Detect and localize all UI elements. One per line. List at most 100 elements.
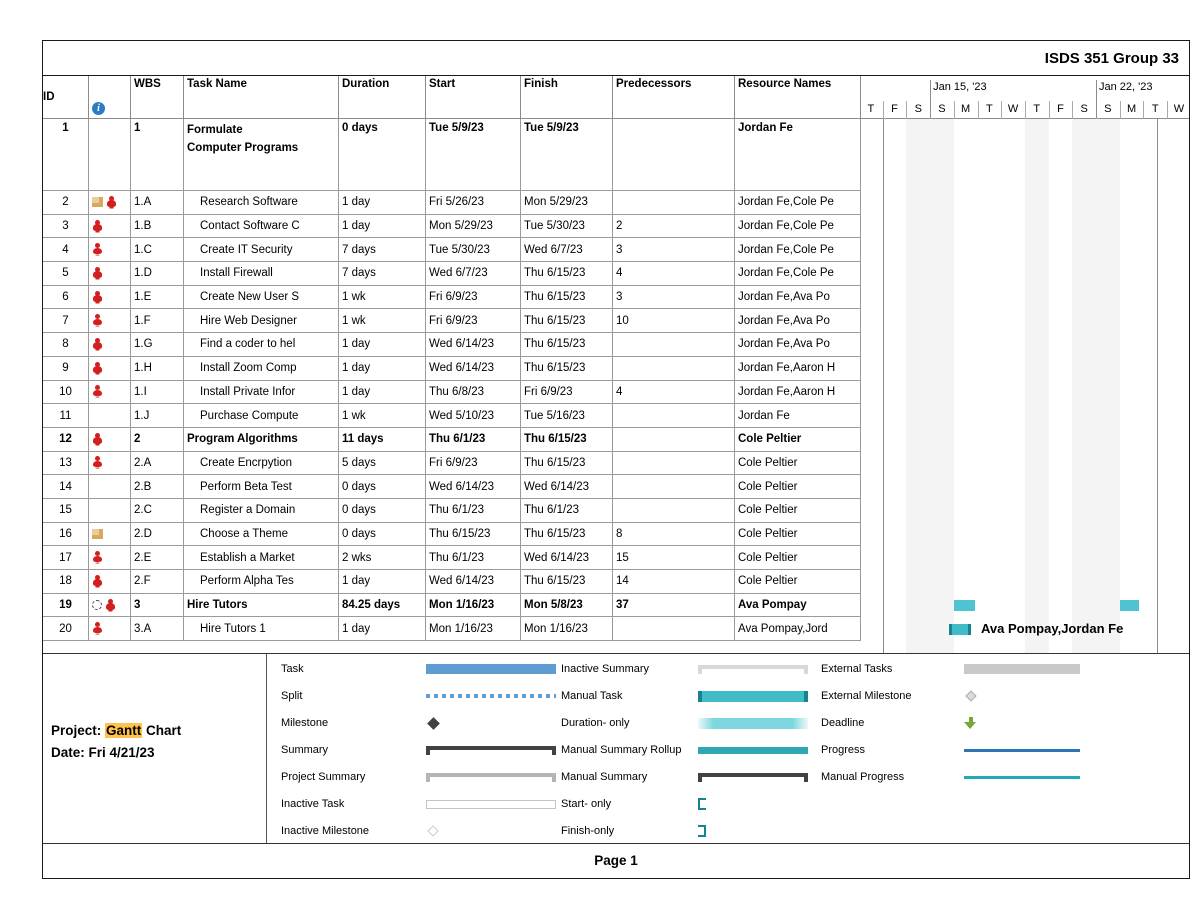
cell-wbs: 1.D: [131, 262, 184, 286]
legend-label: Finish-only: [561, 825, 615, 837]
cell-start: Fri 5/26/23: [426, 191, 521, 215]
cell-finish: Mon 5/29/23: [521, 191, 613, 215]
cell-wbs: 3.A: [131, 617, 184, 642]
legend-sample: [698, 716, 808, 730]
gantt-bar-task-19: [1120, 600, 1139, 611]
task-row: 10 1.I Install Private Infor 1 day Thu 6/8/2…: [43, 380, 861, 405]
cell-pred: 14: [613, 570, 735, 594]
task-row: 4 1.C Create IT Security 7 days Tue 5/30/23 W…: [43, 238, 861, 263]
finish-only-bracket-swatch: [698, 825, 706, 837]
cell-start: Thu 6/8/23: [426, 380, 521, 405]
report-title-band: ISDS 351 Group 33: [43, 41, 1189, 76]
overallocated-person-icon: [92, 266, 102, 280]
cell-finish: Thu 6/15/23: [521, 427, 613, 452]
summary-bar-swatch: [426, 745, 556, 755]
cell-name: Formulate Computer Programs: [184, 119, 339, 191]
cell-wbs: 1.B: [131, 214, 184, 239]
cell-ind: [89, 498, 131, 523]
cell-id: 6: [43, 285, 89, 310]
legend-sample: [964, 689, 1080, 703]
gantt-view: ID i WBS Task Name Duration Start Finish Predec…: [43, 76, 1189, 653]
cell-id: 1: [43, 119, 89, 191]
cell-res: Jordan Fe,Cole Pe: [735, 238, 861, 263]
cell-wbs: 3: [131, 593, 184, 618]
page-number-band: Page 1: [43, 843, 1189, 877]
day-letter: M: [961, 103, 971, 115]
cell-pred: [613, 404, 735, 428]
cell-pred: [613, 427, 735, 452]
day-tick: [1143, 101, 1145, 119]
cell-res: Jordan Fe,Aaron H: [735, 380, 861, 405]
cell-finish: Thu 6/15/23: [521, 309, 613, 334]
legend-sample: [426, 689, 556, 703]
inactive-milestone-diamond-swatch: [427, 825, 439, 837]
cell-start: Wed 6/14/23: [426, 570, 521, 594]
legend-label: Manual Summary Rollup: [561, 744, 682, 756]
column-header-label: Task Name: [187, 78, 247, 90]
cell-res: Ava Pompay: [735, 593, 861, 618]
cell-ind: [89, 238, 131, 263]
cell-finish: Wed 6/7/23: [521, 238, 613, 263]
cell-wbs: 1.C: [131, 238, 184, 263]
cell-ind: [89, 214, 131, 239]
legend-sample: [426, 770, 556, 784]
cell-duration: 1 day: [339, 191, 426, 215]
column-header-id: ID: [43, 76, 89, 119]
cell-id: 16: [43, 522, 89, 547]
legend-label: Inactive Task: [281, 798, 345, 810]
report-footer: Project: Gantt Chart Date: Fri 4/21/23 T…: [43, 653, 1189, 843]
nonworking-day-stripe: [1024, 119, 1049, 653]
cell-duration: 5 days: [339, 451, 426, 476]
cell-wbs: 1: [131, 119, 184, 191]
day-letter: W: [1173, 103, 1185, 115]
column-header-label: Resource Names: [738, 78, 832, 90]
legend-sample: [964, 662, 1080, 676]
day-tick: [977, 101, 979, 119]
info-icon: i: [92, 102, 105, 115]
legend-label: External Tasks: [821, 663, 893, 675]
overallocated-person-icon: [92, 574, 102, 588]
nonworking-day-stripe: [1096, 119, 1120, 653]
nonworking-day-stripe: [1072, 119, 1096, 653]
legend-sample: [426, 716, 556, 730]
cell-name: Install Zoom Comp: [184, 356, 339, 381]
cell-start: Wed 6/14/23: [426, 356, 521, 381]
cell-id: 13: [43, 451, 89, 476]
cell-wbs: 2.B: [131, 475, 184, 499]
legend-sample: [698, 824, 808, 838]
cell-wbs: 2.F: [131, 570, 184, 594]
overallocated-person-icon: [105, 598, 115, 612]
chart-end-line: [1157, 119, 1158, 653]
project-name-highlight: Gantt: [105, 723, 143, 738]
external-tasks-bar-swatch: [964, 664, 1080, 674]
cell-ind: [89, 475, 131, 499]
cell-id: 8: [43, 333, 89, 357]
cell-id: 14: [43, 475, 89, 499]
cell-wbs: 2.A: [131, 451, 184, 476]
column-header-res: Resource Names: [735, 76, 861, 119]
day-tick: [1001, 101, 1003, 119]
cell-start: Mon 1/16/23: [426, 593, 521, 618]
cell-res: Cole Peltier: [735, 570, 861, 594]
day-letter: M: [1126, 103, 1137, 115]
cell-wbs: 1.G: [131, 333, 184, 357]
cell-start: Wed 6/14/23: [426, 475, 521, 499]
cell-duration: 0 days: [339, 475, 426, 499]
cell-start: Thu 6/15/23: [426, 522, 521, 547]
overallocated-person-icon: [92, 314, 102, 327]
task-row: 5 1.D Install Firewall 7 days Wed 6/7/23 Thu …: [43, 262, 861, 286]
cell-pred: [613, 617, 735, 642]
nonworking-day-stripe: [906, 119, 931, 653]
cell-duration: 11 days: [339, 427, 426, 452]
cell-name: Choose a Theme: [184, 522, 339, 547]
cell-finish: Fri 6/9/23: [521, 380, 613, 405]
note-icon: [92, 528, 103, 539]
start-only-bracket-swatch: [698, 798, 706, 810]
cell-duration: 84.25 days: [339, 593, 426, 618]
cell-name: Perform Alpha Tes: [184, 570, 339, 594]
cell-ind: [89, 333, 131, 357]
cell-name: Establish a Market: [184, 546, 339, 570]
cell-pred: 15: [613, 546, 735, 570]
column-header-label: Finish: [524, 78, 558, 90]
day-tick: [953, 101, 955, 119]
